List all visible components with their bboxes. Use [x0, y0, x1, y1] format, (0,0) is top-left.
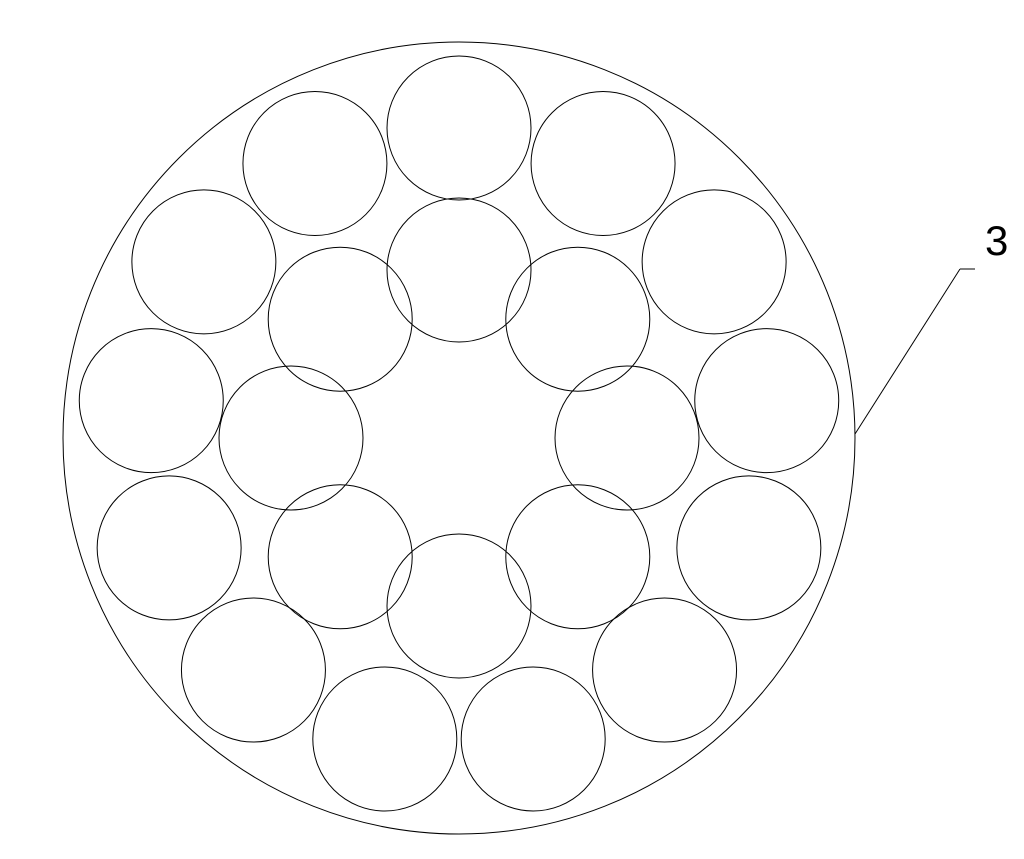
hole-outer-ring	[181, 598, 325, 742]
hole-outer-ring	[313, 667, 457, 811]
hole-outer-ring	[132, 190, 276, 334]
outer-boundary-circle	[63, 42, 855, 834]
hole-inner-ring	[387, 534, 531, 678]
hole-outer-ring	[642, 190, 786, 334]
hole-outer-ring	[243, 92, 387, 236]
part-label: 3	[985, 217, 1008, 264]
hole-inner-ring	[387, 198, 531, 342]
hole-outer-ring	[593, 598, 737, 742]
leader-line	[855, 269, 960, 434]
hole-inner-ring	[268, 247, 412, 391]
hole-outer-ring	[387, 56, 531, 200]
hole-outer-ring	[695, 329, 839, 473]
hole-outer-ring	[531, 92, 675, 236]
hole-inner-ring	[506, 485, 650, 629]
hole-inner-ring	[506, 247, 650, 391]
hole-outer-ring	[97, 476, 241, 620]
hole-outer-ring	[79, 329, 223, 473]
hole-inner-ring	[219, 366, 363, 510]
diagram-canvas: 3	[0, 0, 1024, 859]
hole-inner-ring	[555, 366, 699, 510]
hole-outer-ring	[461, 667, 605, 811]
hole-outer-ring	[677, 476, 821, 620]
hole-inner-ring	[268, 485, 412, 629]
